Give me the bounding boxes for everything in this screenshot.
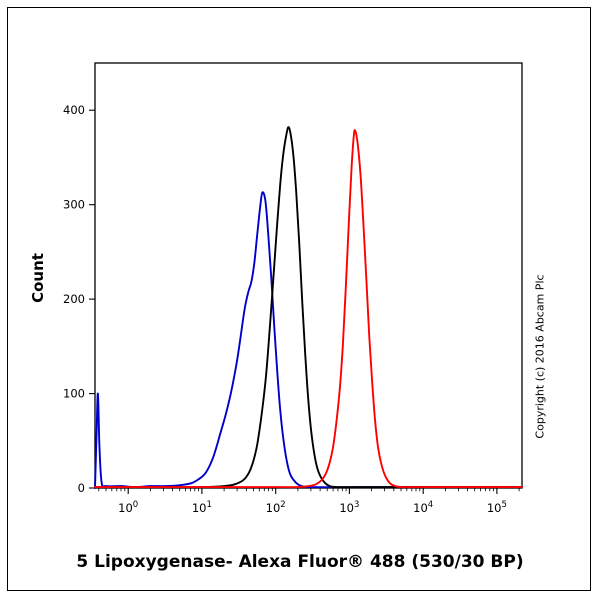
y-tick-label: 400 [63,103,85,117]
page-title: 5 Lipoxygenase- Alexa Fluor® 488 (530/30… [76,552,524,572]
x-tick-label: 103 [339,500,359,515]
copyright-notice: Copyright (c) 2016 Abcam Plc [533,274,547,439]
y-tick-label: 200 [63,292,85,306]
red-curve [94,129,523,489]
y-tick-label: 300 [63,198,85,212]
x-tick-label: 105 [487,500,507,515]
blue-curve [94,191,523,489]
y-tick-label: 100 [63,387,85,401]
plot-frame [94,62,523,489]
x-tick-label: 100 [118,500,138,515]
black-curve [94,126,523,489]
y-axis-label: Count [29,253,47,303]
x-tick-label: 102 [266,500,286,515]
y-tick-label: 0 [78,481,85,495]
x-tick-label: 104 [413,500,433,515]
x-tick-label: 101 [192,500,212,515]
